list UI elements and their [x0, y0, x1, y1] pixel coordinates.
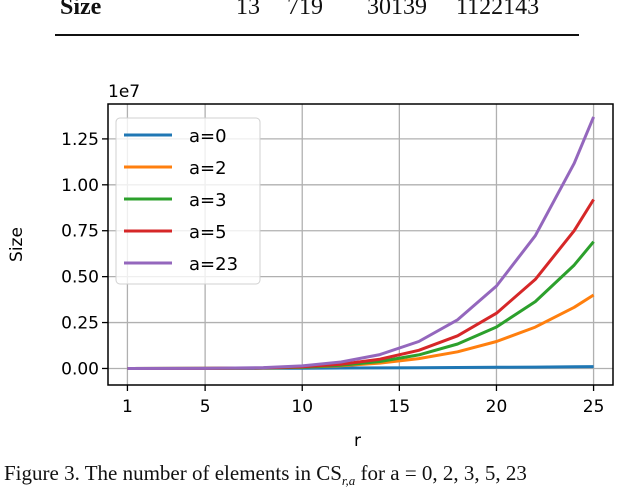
table-row: Size 13 719 30139 1122143	[0, 0, 640, 24]
x-tick-label: 1	[122, 397, 133, 417]
x-tick-label: 25	[583, 397, 605, 417]
y-tick-label: 0.00	[61, 359, 99, 379]
table-bottom-rule	[55, 34, 579, 36]
y-tick-label: 0.75	[61, 222, 99, 242]
y-tick-label: 0.50	[61, 268, 99, 288]
x-tick-label: 20	[486, 397, 508, 417]
legend-label: a=0	[189, 126, 227, 147]
y-tick-label: 1.00	[61, 176, 99, 196]
y-tick-label: 1.25	[61, 130, 99, 150]
x-tick-label: 10	[291, 397, 313, 417]
legend-label: a=23	[189, 254, 238, 275]
caption-subscript: r,a	[341, 473, 356, 489]
x-tick-label: 5	[200, 397, 211, 417]
y-scale-label: 1e7	[108, 82, 140, 102]
figure-caption: Figure 3. The number of elements in CSr,…	[4, 461, 527, 489]
table-cell: 30139	[367, 0, 427, 20]
legend-label: a=2	[189, 158, 227, 179]
legend-label: a=5	[189, 222, 227, 243]
caption-rest: for a = 0, 2, 3, 5, 23	[355, 461, 527, 485]
y-axis-label: Size	[7, 227, 27, 262]
x-tick-label: 15	[389, 397, 411, 417]
table-cell: 13	[236, 0, 260, 20]
table-cell: 1122143	[456, 0, 540, 20]
table-cell: 719	[287, 0, 323, 20]
plot-frame	[107, 103, 614, 386]
legend-box	[115, 117, 261, 285]
legend-label: a=3	[189, 190, 227, 211]
table-row-label: Size	[60, 0, 102, 20]
y-tick-label: 0.25	[61, 314, 99, 334]
series-line-a-23	[127, 116, 595, 370]
caption-text: Figure 3. The number of elements in CS	[4, 461, 342, 485]
size-chart: 1 5 10 15 20 250.000.250.500.751.001.251e7rSi…	[7, 82, 614, 451]
x-axis-label: r	[354, 431, 361, 451]
